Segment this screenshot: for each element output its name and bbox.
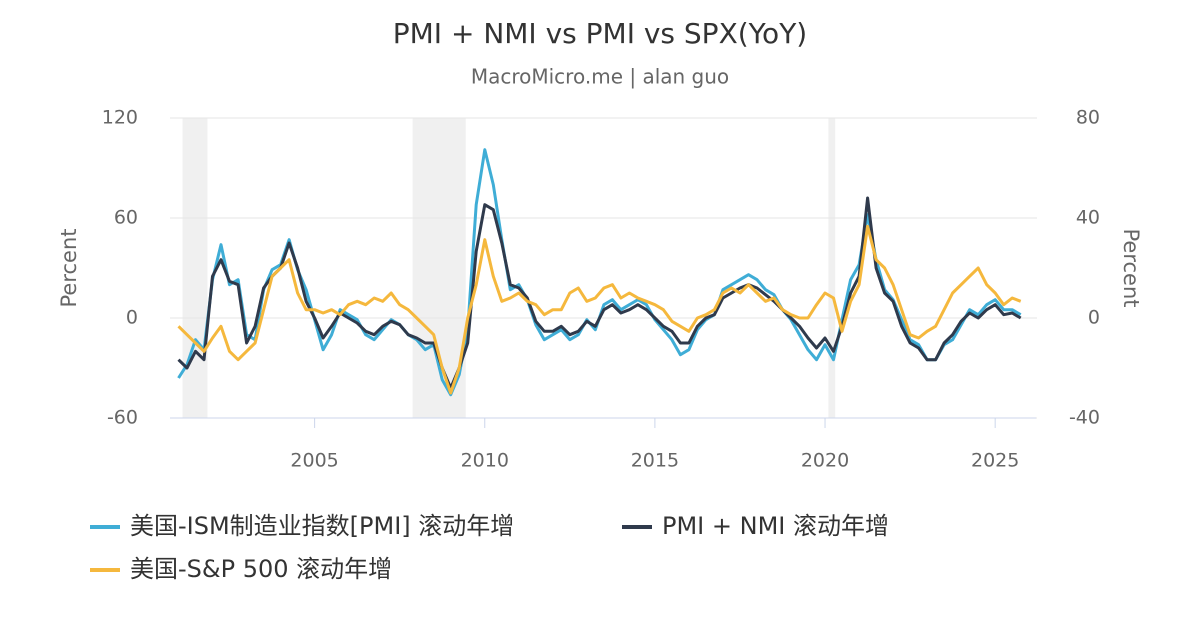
y2-tick-label: 40 <box>1076 207 1100 229</box>
y-tick-label: -60 <box>107 407 138 429</box>
y2-tick-label: -40 <box>1069 407 1100 429</box>
chart-subtitle: MacroMicro.me | alan guo <box>471 65 729 89</box>
series-line <box>177 224 1022 395</box>
y-tick-label: 0 <box>126 307 138 329</box>
x-tick-label: 2015 <box>631 450 679 472</box>
recession-band <box>828 118 836 418</box>
y-tick-label: 60 <box>114 207 138 229</box>
y2-axis-title: Percent <box>1119 228 1143 307</box>
x-tick-label: 2020 <box>801 450 849 472</box>
y-tick-label: 120 <box>102 107 138 129</box>
x-tick-label: 2010 <box>461 450 509 472</box>
recession-band <box>182 118 208 418</box>
chart-title: PMI + NMI vs PMI vs SPX(YoY) <box>393 17 807 50</box>
x-tick-label: 2025 <box>971 450 1019 472</box>
y2-tick-label: 80 <box>1076 107 1100 129</box>
x-tick-label: 2005 <box>290 450 338 472</box>
series-line <box>177 148 1022 397</box>
legend-label[interactable]: 美国-S&P 500 滚动年增 <box>130 555 392 583</box>
series-line <box>177 196 1022 390</box>
y2-tick-label: 0 <box>1088 307 1100 329</box>
y-axis-title: Percent <box>57 228 81 307</box>
legend-label[interactable]: PMI + NMI 滚动年增 <box>662 512 889 540</box>
legend-label[interactable]: 美国-ISM制造业指数[PMI] 滚动年增 <box>130 512 514 540</box>
